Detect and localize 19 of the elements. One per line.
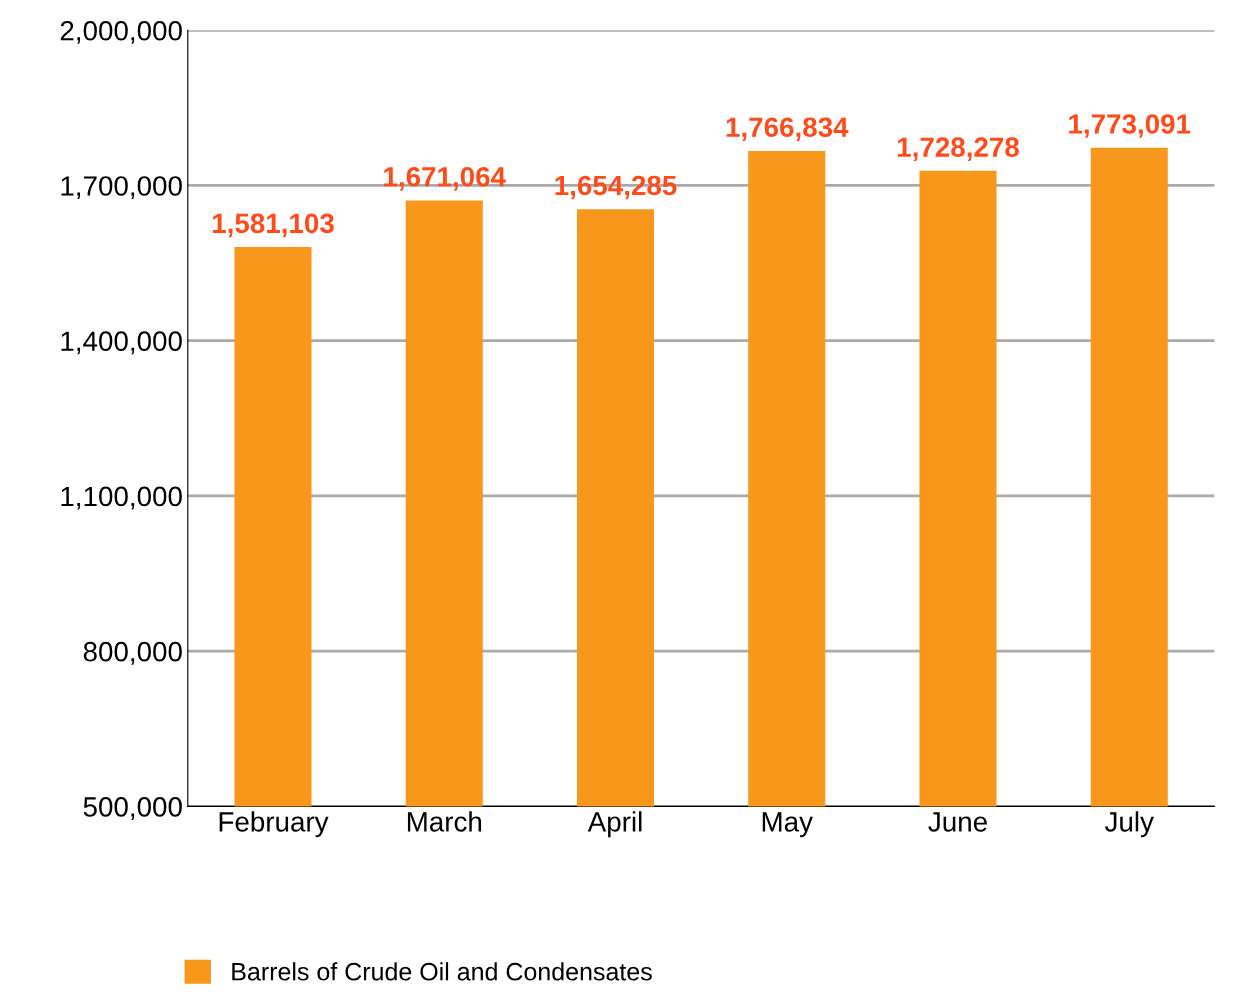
- text: 1,581,103: [212, 213, 334, 238]
- y-tick-label: 1,700,000: [61, 176, 182, 200]
- x-tick-label: June: [928, 812, 987, 832]
- y-tick-label: 2,000,000: [60, 20, 182, 44]
- text: 1,654,285: [555, 175, 677, 200]
- y-tick-label: 500,000: [83, 797, 182, 821]
- x-tick-label: February: [219, 811, 329, 838]
- x-tick-label: May: [762, 812, 813, 838]
- x-tick-label: March: [407, 811, 482, 832]
- y-tick-label: 1,100,000: [61, 486, 182, 510]
- x-tick-label: April: [587, 811, 642, 838]
- text: 1,773,091: [1069, 114, 1191, 138]
- y-tick-label: 1,400,000: [61, 331, 182, 355]
- y-tick-label: 800,000: [83, 641, 182, 665]
- text: 1,728,278: [897, 137, 1019, 162]
- text: 1,671,064: [384, 166, 506, 191]
- text: 1,766,834: [726, 117, 849, 142]
- x-tick-label: July: [1104, 811, 1154, 838]
- legend-label: Barrels of Crude Oil and Condensates: [232, 962, 652, 981]
